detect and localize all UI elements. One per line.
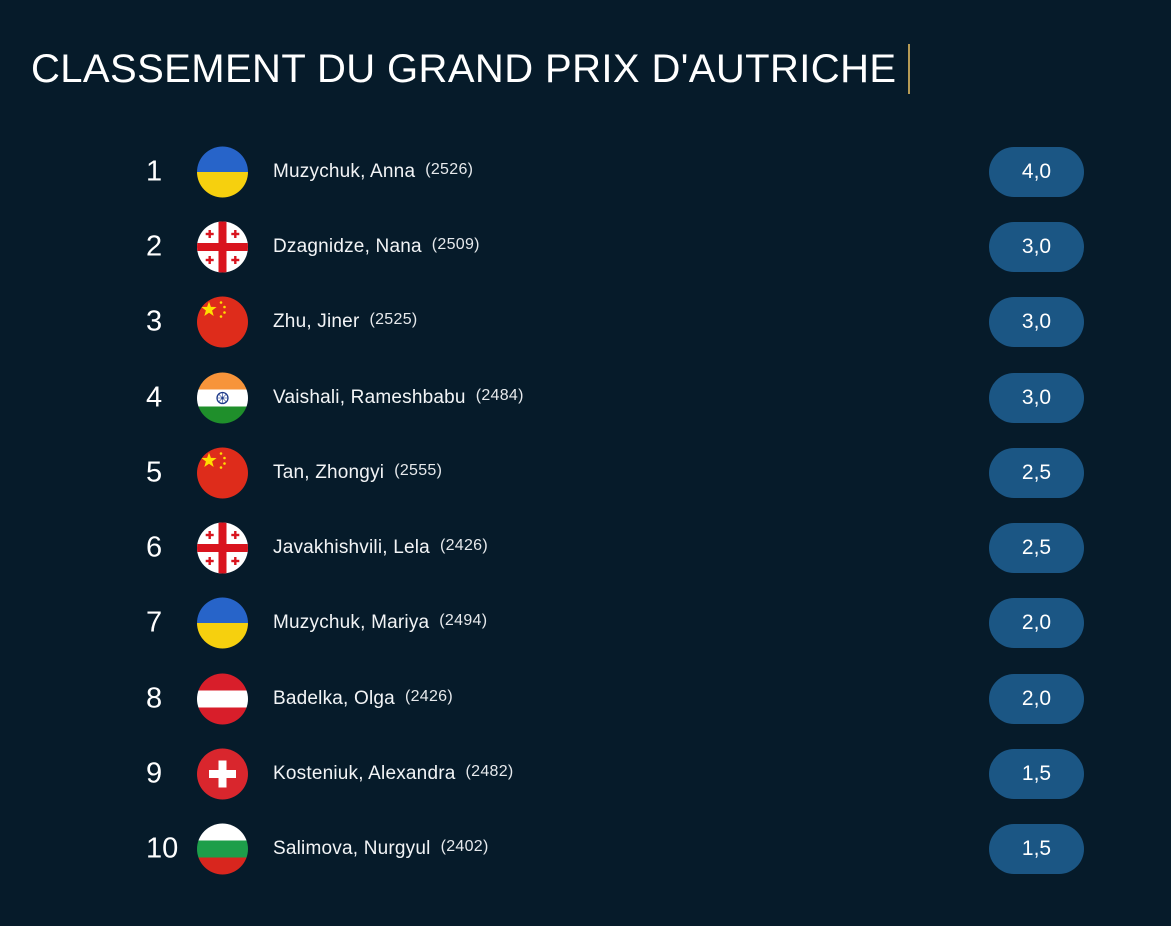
china-flag-icon: [197, 296, 248, 348]
ukraine-flag-icon: [197, 597, 248, 649]
rank-number: 1: [146, 155, 163, 188]
player-rating: (2426): [439, 537, 488, 555]
player-info: Badelka, Olga (2426): [273, 688, 453, 710]
player-rating: (2555): [394, 461, 443, 479]
standings-row: 1 Muzychuk, Anna (2526) 4,0: [0, 134, 1171, 209]
player-name: Muzychuk, Anna: [273, 160, 416, 182]
rank-number: 4: [146, 381, 163, 414]
standings-row: 7 Muzychuk, Mariya (2494) 2,0: [0, 586, 1171, 661]
player-info: Vaishali, Rameshbabu (2484): [273, 387, 524, 409]
score-badge: 1,5: [989, 824, 1084, 875]
player-info: Muzychuk, Anna (2526): [273, 161, 473, 183]
standings-row: 4 Vaishali, Rameshbabu (2484) 3,0: [0, 360, 1171, 435]
player-name: Tan, Zhongyi: [273, 461, 385, 483]
player-rating: (2482): [465, 763, 514, 781]
georgia-flag-icon: [197, 221, 248, 273]
player-rating: (2484): [475, 386, 524, 404]
player-rating: (2525): [369, 311, 418, 329]
player-info: Tan, Zhongyi (2555): [273, 462, 442, 484]
standings-row: 8 Badelka, Olga (2426) 2,0: [0, 661, 1171, 736]
rank-number: 3: [146, 305, 163, 338]
ukraine-flag-icon: [197, 146, 248, 198]
player-name: Badelka, Olga: [273, 687, 395, 709]
player-rating: (2509): [431, 235, 480, 253]
standings-row: 6 Javakhishvili, Lela (2426) 2,5: [0, 510, 1171, 585]
player-info: Dzagnidze, Nana (2509): [273, 236, 480, 258]
score-badge: 2,0: [989, 598, 1084, 649]
standings-row: 9 Kosteniuk, Alexandra (2482) 1,5: [0, 736, 1171, 811]
bulgaria-flag-icon: [197, 823, 248, 875]
rank-number: 7: [146, 606, 163, 639]
score-badge: 3,0: [989, 221, 1084, 272]
score-badge: 2,0: [989, 673, 1084, 724]
china-flag-icon: [197, 447, 248, 499]
title-divider: [908, 44, 911, 94]
rank-number: 6: [146, 531, 163, 564]
standings-list: 1 Muzychuk, Anna (2526) 4,0 2 Dzagnidze,…: [0, 134, 1171, 887]
rank-number: 8: [146, 682, 163, 715]
standings-row: 3 Zhu, Jiner (2525) 3,0: [0, 285, 1171, 360]
standings-row: 2 Dzagnidze, Nana (2509) 3,0: [0, 209, 1171, 284]
standings-row: 5 Tan, Zhongyi (2555) 2,5: [0, 435, 1171, 510]
rank-number: 9: [146, 757, 163, 790]
page-title: CLASSEMENT DU GRAND PRIX D'AUTRICHE: [31, 46, 897, 91]
player-info: Zhu, Jiner (2525): [273, 311, 418, 333]
switzerland-flag-icon: [197, 748, 248, 800]
score-badge: 2,5: [989, 523, 1084, 574]
score-badge: 1,5: [989, 749, 1084, 800]
austria-flag-icon: [197, 673, 248, 725]
score-badge: 3,0: [989, 372, 1084, 423]
score-badge: 2,5: [989, 447, 1084, 498]
player-name: Zhu, Jiner: [273, 311, 360, 333]
standings-row: 10 Salimova, Nurgyul (2402) 1,5: [0, 812, 1171, 887]
player-rating: (2426): [404, 687, 454, 705]
player-name: Javakhishvili, Lela: [273, 537, 430, 559]
player-info: Muzychuk, Mariya (2494): [273, 612, 487, 634]
page-header: CLASSEMENT DU GRAND PRIX D'AUTRICHE: [31, 42, 911, 96]
player-rating: (2402): [440, 838, 489, 856]
player-info: Salimova, Nurgyul (2402): [273, 838, 489, 860]
india-flag-icon: [197, 372, 248, 424]
player-name: Salimova, Nurgyul: [273, 838, 431, 860]
player-rating: (2494): [439, 612, 488, 630]
rank-number: 2: [146, 230, 163, 263]
rank-number: 5: [146, 456, 163, 489]
player-name: Vaishali, Rameshbabu: [273, 386, 466, 408]
player-name: Kosteniuk, Alexandra: [273, 763, 456, 785]
player-name: Dzagnidze, Nana: [273, 235, 422, 257]
score-badge: 4,0: [989, 146, 1084, 197]
score-badge: 3,0: [989, 297, 1084, 348]
rank-number: 10: [146, 832, 179, 865]
player-info: Javakhishvili, Lela (2426): [273, 537, 488, 559]
georgia-flag-icon: [197, 522, 248, 574]
player-name: Muzychuk, Mariya: [273, 612, 430, 634]
player-info: Kosteniuk, Alexandra (2482): [273, 763, 514, 785]
player-rating: (2526): [425, 160, 474, 178]
